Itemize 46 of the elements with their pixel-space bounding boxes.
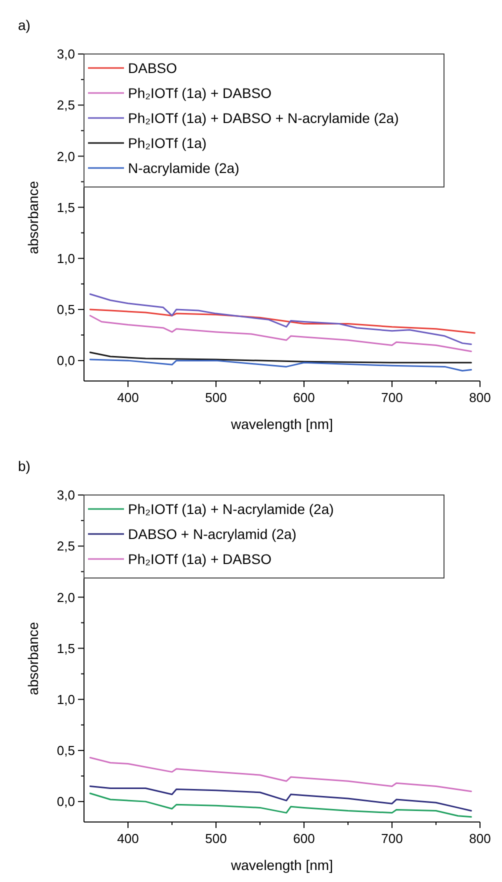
x-tick-label: 700 xyxy=(381,390,403,405)
x-tick-label: 700 xyxy=(381,831,403,846)
x-tick-label: 400 xyxy=(117,831,139,846)
x-tick-label: 400 xyxy=(117,390,139,405)
line-series xyxy=(89,314,472,352)
y-tick-label: 2,5 xyxy=(56,98,75,113)
legend-label: DABSO + N-acrylamid (2a) xyxy=(128,526,296,542)
line-series xyxy=(89,293,472,345)
y-tick-label: 0,5 xyxy=(56,302,75,318)
legend-label: Ph₂IOTf (1a) + DABSO xyxy=(128,84,272,101)
x-tick-label: 600 xyxy=(293,831,315,846)
legend-label: Ph₂IOTf (1a) xyxy=(128,134,207,151)
chart-title: b) xyxy=(18,458,30,474)
y-tick-label: 0,0 xyxy=(56,794,75,810)
line-series xyxy=(89,785,472,812)
x-tick-label: 800 xyxy=(469,831,491,846)
x-tick-label: 500 xyxy=(205,390,227,405)
line-series xyxy=(89,756,472,792)
legend-label: N-acrylamide (2a) xyxy=(128,160,240,176)
y-tick-label: 1,0 xyxy=(56,250,75,266)
x-tick-label: 500 xyxy=(205,831,227,846)
y-tick-label: 1,5 xyxy=(56,200,75,215)
legend-label: Ph₂IOTf (1a) + DABSO xyxy=(128,550,272,567)
y-tick-label: 2,5 xyxy=(56,538,75,554)
x-tick-label: 800 xyxy=(469,390,491,405)
line-series xyxy=(89,358,472,372)
line-series xyxy=(89,308,476,334)
y-axis-title: absorbance xyxy=(25,180,41,254)
legend-label: Ph₂IOTf (1a) + DABSO + N-acrylamide (2a) xyxy=(128,110,399,126)
legend-label: DABSO xyxy=(128,60,178,76)
line-series xyxy=(89,352,472,364)
y-tick-label: 2,0 xyxy=(56,590,75,605)
chart-title: a) xyxy=(18,17,30,33)
line-series xyxy=(89,792,472,818)
y-tick-label: 0,5 xyxy=(56,743,75,758)
y-tick-label: 3,0 xyxy=(56,488,75,503)
x-tick-label: 600 xyxy=(293,390,315,405)
legend-label: Ph₂IOTf (1a) + N-acrylamide (2a) xyxy=(128,500,334,517)
x-axis-title: wavelength [nm] xyxy=(230,857,333,873)
y-tick-label: 3,0 xyxy=(56,46,75,62)
y-tick-label: 1,5 xyxy=(56,640,75,656)
y-tick-label: 2,0 xyxy=(56,148,75,164)
y-axis-title: absorbance xyxy=(25,622,41,696)
y-tick-label: 1,0 xyxy=(56,692,75,707)
x-axis-title: wavelength [nm] xyxy=(230,416,333,432)
y-tick-label: 0,0 xyxy=(56,353,75,368)
